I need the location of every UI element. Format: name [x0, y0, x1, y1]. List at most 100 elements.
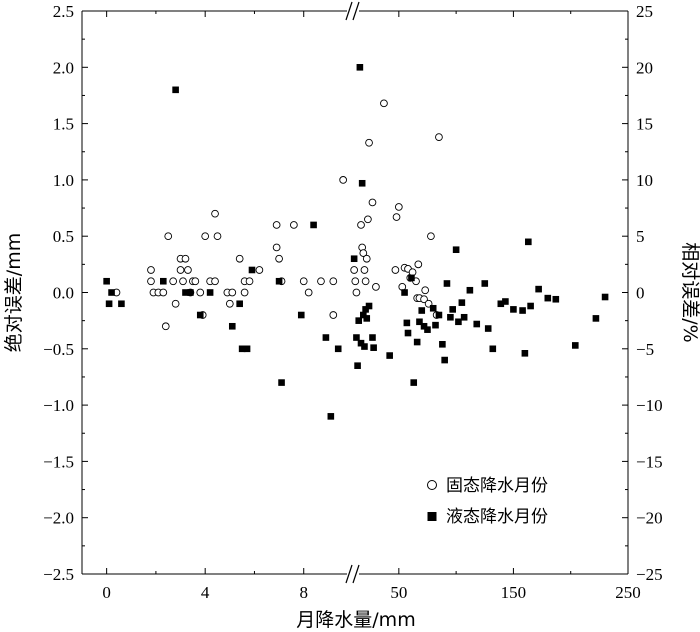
data-point-liquid: [413, 338, 421, 346]
data-point-liquid: [275, 277, 283, 285]
data-point-liquid: [424, 326, 431, 333]
y-right-tick-label: −5: [636, 340, 654, 359]
data-point-solid: [362, 254, 371, 263]
data-point-solid: [317, 277, 325, 286]
y-left-tick-label: −0.5: [43, 340, 74, 359]
x-tick-label: 150: [501, 583, 527, 602]
data-point-liquid: [452, 246, 460, 254]
data-point-liquid: [521, 350, 529, 357]
data-point-solid: [191, 277, 200, 286]
data-point-liquid: [363, 315, 371, 322]
data-point-solid: [394, 203, 403, 211]
data-point-solid: [414, 260, 423, 269]
data-point-solid: [225, 299, 234, 308]
data-point-liquid: [386, 352, 393, 359]
data-point-liquid: [484, 325, 492, 332]
data-point-solid: [360, 266, 369, 274]
data-point-solid: [171, 299, 180, 308]
data-point-solid: [255, 266, 264, 274]
data-point-liquid: [455, 318, 462, 326]
data-point-solid: [304, 288, 313, 297]
data-point-liquid: [401, 289, 408, 296]
data-point-liquid: [361, 343, 368, 350]
data-point-liquid: [592, 315, 600, 322]
bottom-axis-break-mark: [352, 564, 360, 584]
data-point-solid: [164, 232, 173, 241]
data-point-liquid: [441, 356, 448, 364]
data-point-liquid: [410, 379, 418, 386]
y-left-tick-label: −2.5: [43, 565, 74, 584]
data-point-solid: [368, 198, 377, 207]
data-point-solid: [329, 277, 338, 286]
data-point-liquid: [370, 344, 377, 351]
y-left-tick-label: 1.5: [53, 115, 74, 134]
data-point-liquid: [552, 295, 560, 303]
data-point-solid: [181, 254, 190, 263]
y-left-tick-label: −2.0: [43, 509, 74, 528]
data-point-solid: [176, 266, 185, 274]
data-point-solid: [350, 266, 358, 274]
data-point-solid: [357, 221, 365, 229]
data-point-solid: [339, 176, 347, 184]
data-point-liquid: [408, 274, 415, 282]
data-point-liquid: [416, 318, 423, 326]
data-point-liquid: [322, 334, 330, 341]
data-point-liquid: [544, 294, 552, 302]
y-left-tick-label: 2.5: [53, 2, 74, 21]
data-point-liquid: [103, 277, 110, 285]
data-point-solid: [213, 232, 222, 241]
data-point-solid: [435, 133, 443, 141]
data-point-liquid: [334, 345, 342, 353]
y-right-tick-label: −15: [636, 452, 663, 471]
data-point-liquid: [466, 286, 474, 294]
y-left-tick-label: −1.5: [43, 452, 74, 471]
data-point-liquid: [571, 342, 579, 349]
data-point-liquid: [369, 334, 376, 341]
data-point-liquid: [497, 300, 505, 308]
data-point-solid: [427, 232, 435, 241]
data-point-liquid: [357, 339, 365, 347]
data-point-liquid: [403, 319, 411, 327]
y-right-tick-label: 5: [636, 227, 645, 246]
data-point-liquid: [447, 313, 454, 321]
y-left-tick-label: 0.5: [53, 227, 74, 246]
data-point-liquid: [238, 345, 246, 353]
data-point-liquid: [297, 311, 305, 319]
y-right-tick-label: 20: [636, 58, 653, 77]
data-point-liquid: [418, 307, 426, 314]
y-right-tick-label: −10: [636, 396, 663, 415]
data-point-liquid: [535, 285, 542, 293]
data-point-solid: [159, 288, 168, 297]
data-point-solid: [364, 215, 372, 224]
data-point-solid: [272, 221, 281, 229]
data-point-liquid: [519, 307, 526, 314]
data-point-liquid: [439, 340, 446, 348]
top-axis-break-mark: [352, 1, 360, 21]
data-point-solid: [169, 277, 178, 286]
x-tick-label: 8: [299, 583, 308, 602]
data-point-solid: [211, 277, 219, 286]
y-right-tick-label: −25: [636, 565, 663, 584]
data-point-liquid: [502, 298, 509, 305]
data-point-liquid: [527, 302, 534, 310]
data-point-liquid: [449, 306, 456, 313]
data-point-liquid: [206, 289, 214, 296]
legend-marker-liquid: [427, 512, 437, 521]
data-point-solid: [196, 288, 205, 297]
data-point-solid: [147, 266, 155, 274]
x-tick-label: 4: [201, 583, 210, 602]
data-point-solid: [380, 99, 388, 108]
data-point-liquid: [182, 289, 189, 296]
data-point-liquid: [432, 321, 439, 329]
data-point-liquid: [118, 300, 125, 308]
data-point-liquid: [420, 322, 428, 330]
data-point-liquid: [435, 311, 443, 319]
data-point-liquid: [362, 306, 369, 313]
y-left-tick-label: −1.0: [43, 396, 74, 415]
data-point-liquid: [327, 413, 335, 420]
data-point-liquid: [350, 255, 358, 263]
data-point-solid: [391, 266, 400, 274]
data-point-liquid: [160, 277, 167, 285]
data-point-solid: [235, 254, 244, 263]
